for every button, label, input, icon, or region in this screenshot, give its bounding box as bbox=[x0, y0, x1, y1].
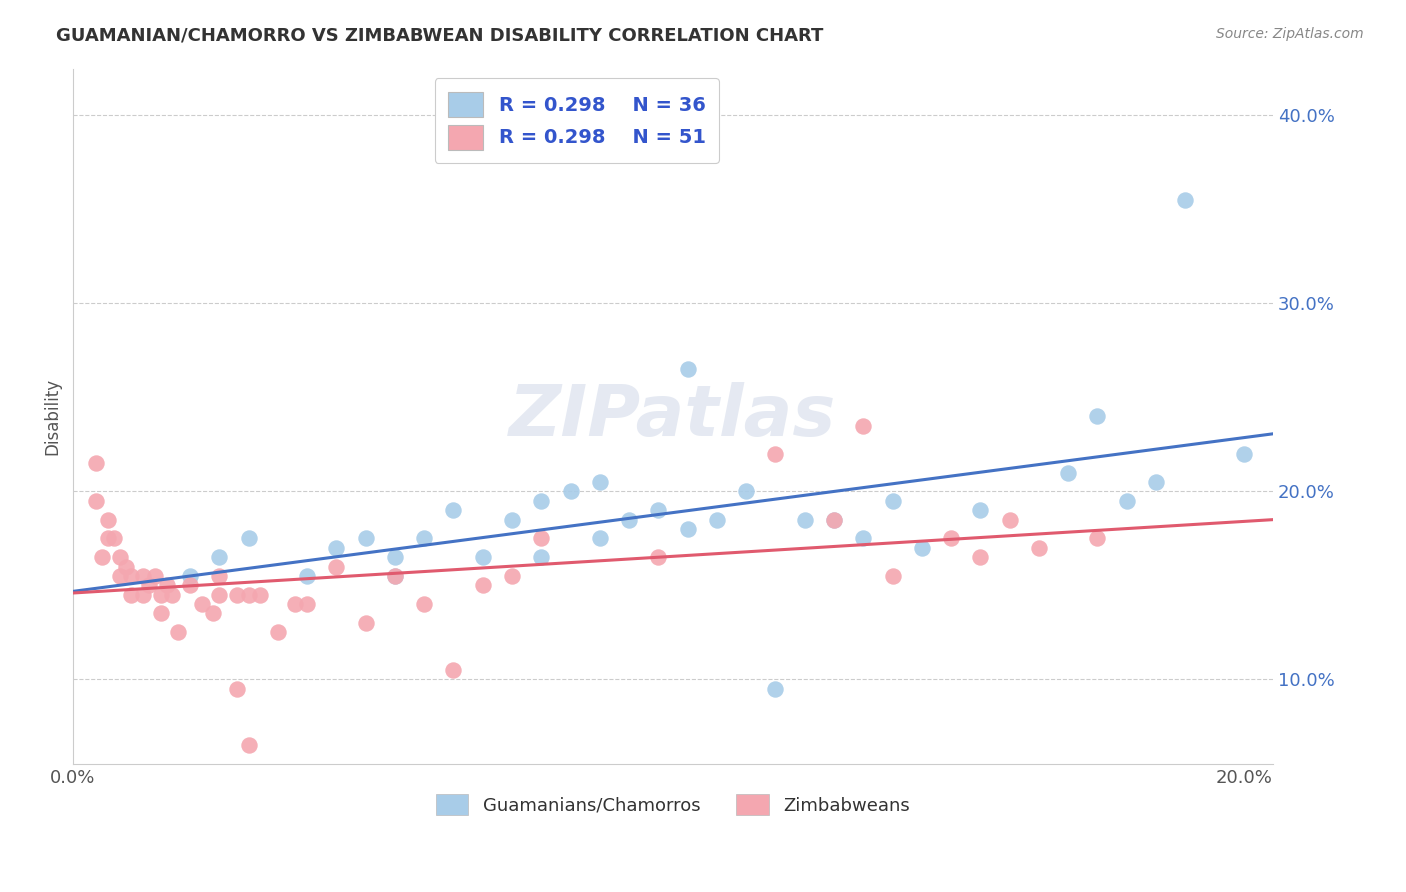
Point bbox=[1233, 447, 1256, 461]
Point bbox=[86, 456, 108, 470]
Point bbox=[823, 512, 845, 526]
Point bbox=[325, 559, 347, 574]
Point bbox=[121, 569, 143, 583]
Point bbox=[765, 681, 787, 696]
Point bbox=[647, 503, 669, 517]
Point bbox=[384, 550, 406, 565]
Point bbox=[167, 625, 190, 640]
Point bbox=[823, 512, 845, 526]
Point bbox=[1087, 409, 1109, 424]
Point bbox=[132, 588, 155, 602]
Point bbox=[384, 569, 406, 583]
Point bbox=[114, 559, 136, 574]
Point bbox=[132, 569, 155, 583]
Point bbox=[97, 531, 120, 545]
Point bbox=[208, 569, 231, 583]
Point bbox=[103, 531, 125, 545]
Point bbox=[295, 569, 318, 583]
Point bbox=[471, 550, 494, 565]
Point bbox=[143, 569, 166, 583]
Point bbox=[617, 512, 640, 526]
Point bbox=[86, 493, 108, 508]
Point bbox=[882, 569, 904, 583]
Point bbox=[676, 362, 699, 376]
Point bbox=[852, 531, 875, 545]
Point bbox=[238, 588, 260, 602]
Point bbox=[121, 588, 143, 602]
Point bbox=[1028, 541, 1050, 555]
Point bbox=[384, 569, 406, 583]
Point bbox=[793, 512, 815, 526]
Point bbox=[647, 550, 669, 565]
Point bbox=[179, 569, 201, 583]
Point bbox=[149, 588, 172, 602]
Point bbox=[911, 541, 934, 555]
Point bbox=[1057, 466, 1080, 480]
Point bbox=[354, 615, 377, 630]
Point bbox=[138, 578, 160, 592]
Point bbox=[852, 418, 875, 433]
Point bbox=[676, 522, 699, 536]
Point bbox=[530, 493, 553, 508]
Point bbox=[238, 738, 260, 752]
Point bbox=[225, 681, 247, 696]
Point bbox=[969, 550, 991, 565]
Y-axis label: Disability: Disability bbox=[44, 377, 60, 455]
Point bbox=[501, 569, 523, 583]
Point bbox=[149, 607, 172, 621]
Point bbox=[530, 531, 553, 545]
Point bbox=[208, 588, 231, 602]
Point bbox=[443, 663, 465, 677]
Text: GUAMANIAN/CHAMORRO VS ZIMBABWEAN DISABILITY CORRELATION CHART: GUAMANIAN/CHAMORRO VS ZIMBABWEAN DISABIL… bbox=[56, 27, 824, 45]
Point bbox=[735, 484, 758, 499]
Point bbox=[471, 578, 494, 592]
Point bbox=[97, 512, 120, 526]
Point bbox=[939, 531, 962, 545]
Text: ZIPatlas: ZIPatlas bbox=[509, 382, 837, 450]
Point bbox=[589, 475, 612, 489]
Point bbox=[560, 484, 582, 499]
Point bbox=[1087, 531, 1109, 545]
Point bbox=[413, 531, 436, 545]
Point bbox=[108, 550, 131, 565]
Point bbox=[190, 597, 212, 611]
Point bbox=[443, 503, 465, 517]
Point bbox=[108, 569, 131, 583]
Point bbox=[882, 493, 904, 508]
Point bbox=[284, 597, 307, 611]
Point bbox=[162, 588, 184, 602]
Legend: Guamanians/Chamorros, Zimbabweans: Guamanians/Chamorros, Zimbabweans bbox=[427, 786, 920, 824]
Point bbox=[1115, 493, 1137, 508]
Point bbox=[267, 625, 290, 640]
Point bbox=[249, 588, 271, 602]
Text: Source: ZipAtlas.com: Source: ZipAtlas.com bbox=[1216, 27, 1364, 41]
Point bbox=[354, 531, 377, 545]
Point bbox=[530, 550, 553, 565]
Point bbox=[998, 512, 1021, 526]
Point bbox=[1174, 193, 1197, 207]
Point bbox=[765, 447, 787, 461]
Point bbox=[413, 597, 436, 611]
Point bbox=[969, 503, 991, 517]
Point bbox=[1144, 475, 1167, 489]
Point bbox=[589, 531, 612, 545]
Point bbox=[91, 550, 114, 565]
Point bbox=[706, 512, 728, 526]
Point bbox=[238, 531, 260, 545]
Point bbox=[225, 588, 247, 602]
Point bbox=[202, 607, 225, 621]
Point bbox=[325, 541, 347, 555]
Point bbox=[179, 578, 201, 592]
Point bbox=[155, 578, 177, 592]
Point bbox=[501, 512, 523, 526]
Point bbox=[295, 597, 318, 611]
Point bbox=[208, 550, 231, 565]
